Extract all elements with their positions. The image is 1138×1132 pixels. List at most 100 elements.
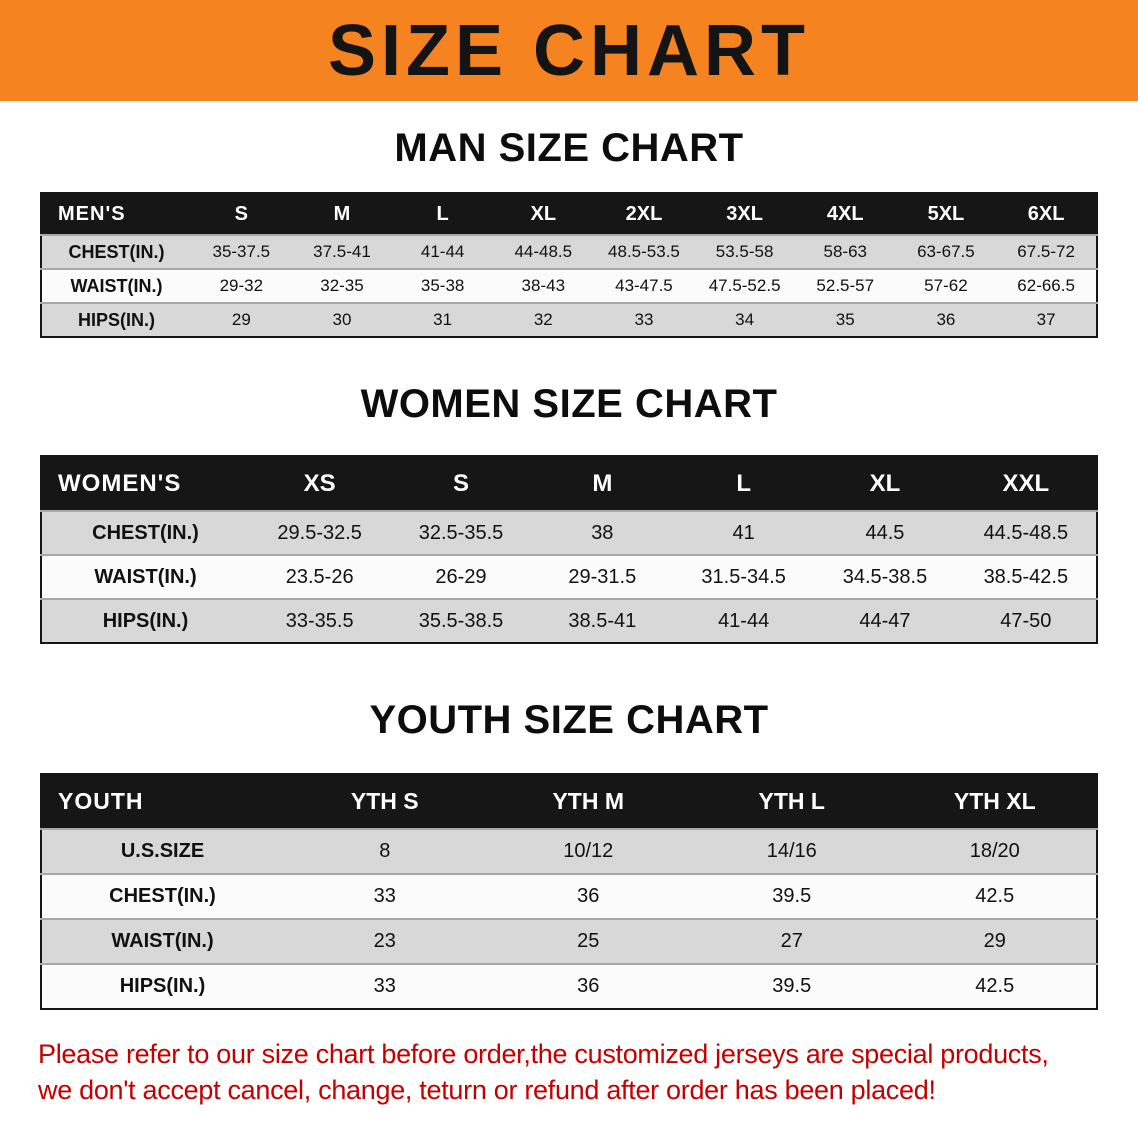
table-row: HIPS(IN.) 33 36 39.5 42.5 [41, 964, 1097, 1009]
size-column-header: YTH L [690, 774, 894, 829]
size-column-header: XS [249, 456, 391, 511]
row-label: WAIST(IN.) [70, 275, 163, 296]
disclaimer: Please refer to our size chart before or… [38, 1036, 1100, 1109]
table-cell: 29 [231, 310, 251, 329]
table-cell: 52.5-57 [816, 276, 875, 295]
disclaimer-line-2: we don't accept cancel, change, teturn o… [38, 1075, 936, 1106]
table-cell: 29 [983, 930, 1006, 952]
table-cell: 44.5-48.5 [983, 521, 1069, 544]
row-label: CHEST(IN.) [109, 885, 216, 907]
table-cell: 41-44 [718, 609, 770, 632]
table-cell: 47.5-52.5 [708, 276, 781, 295]
table-header-row: WOMEN'S XS S M L XL XXL [41, 456, 1097, 511]
size-column-header: XL [492, 193, 594, 235]
table-cell: 34 [735, 310, 755, 329]
size-column-header: L [392, 193, 493, 235]
table-header-label: MEN'S [41, 193, 191, 235]
table-cell: 44.5 [865, 521, 905, 544]
table-cell: 35-38 [420, 276, 465, 295]
size-column-header: 3XL [694, 193, 795, 235]
men-size-section: MAN SIZE CHART MEN'S S M L XL 2XL 3XL 4XL 5XL 6XL… [0, 126, 1138, 338]
table-cell: 14/16 [766, 840, 817, 862]
table-cell: 23.5-26 [285, 565, 354, 588]
size-column-header: YTH M [486, 774, 690, 829]
table-cell: 53.5-58 [715, 242, 774, 261]
row-label: U.S.SIZE [120, 840, 205, 862]
table-row: WAIST(IN.) 29-32 32-35 35-38 38-43 43-47.5 47.… [41, 269, 1097, 303]
page-title: SIZE CHART [328, 10, 810, 91]
table-cell: 32 [533, 310, 553, 329]
table-cell: 29-31.5 [568, 565, 637, 588]
table-row: U.S.SIZE 8 10/12 14/16 18/20 [41, 829, 1097, 874]
table-cell: 35 [835, 310, 855, 329]
women-size-section: WOMEN SIZE CHART WOMEN'S XS S M L XL XXL CHEST(… [0, 382, 1138, 644]
table-cell: 33 [373, 975, 396, 997]
table-cell: 33-35.5 [285, 609, 354, 632]
table-row: WAIST(IN.) 23.5-26 26-29 29-31.5 31.5-34.5 34… [41, 555, 1097, 599]
size-column-header: L [672, 456, 815, 511]
table-cell: 47-50 [1000, 609, 1052, 632]
table-cell: 62-66.5 [1017, 276, 1075, 295]
size-column-header: YTH XL [893, 774, 1097, 829]
table-cell: 41-44 [420, 242, 465, 261]
table-header-label: YOUTH [41, 774, 283, 829]
table-cell: 26-29 [435, 565, 487, 588]
table-cell: 41 [732, 521, 755, 544]
youth-section-heading: YOUTH SIZE CHART [369, 698, 769, 742]
table-cell: 58-63 [823, 242, 867, 261]
table-cell: 29-32 [219, 276, 264, 295]
table-cell: 43-47.5 [615, 276, 673, 295]
table-cell: 37 [1036, 310, 1056, 329]
table-cell: 44-47 [859, 609, 911, 632]
table-cell: 35-37.5 [212, 242, 271, 261]
table-cell: 32-35 [320, 276, 364, 295]
size-column-header: M [531, 456, 673, 511]
table-cell: 29.5-32.5 [277, 521, 362, 544]
table-cell: 39.5 [772, 885, 812, 907]
table-row: CHEST(IN.) 33 36 39.5 42.5 [41, 874, 1097, 919]
size-column-header: M [291, 193, 393, 235]
table-cell: 48.5-53.5 [608, 242, 680, 261]
table-cell: 38.5-42.5 [983, 565, 1069, 588]
table-cell: 57-62 [924, 276, 968, 295]
men-size-table: MEN'S S M L XL 2XL 3XL 4XL 5XL 6XL CHEST(IN.) 35-37… [40, 192, 1098, 338]
table-cell: 36 [936, 310, 956, 329]
table-cell: 31.5-34.5 [701, 565, 786, 588]
size-column-header: YTH S [283, 774, 487, 829]
size-column-header: XXL [955, 456, 1097, 511]
table-header-label: WOMEN'S [41, 456, 249, 511]
size-column-header: 5XL [895, 193, 997, 235]
table-cell: 25 [577, 930, 600, 952]
table-cell: 42.5 [975, 885, 1015, 907]
table-cell: 34.5-38.5 [842, 565, 928, 588]
row-label: HIPS(IN.) [119, 975, 206, 997]
women-section-heading: WOMEN SIZE CHART [360, 382, 778, 426]
women-size-table: WOMEN'S XS S M L XL XXL CHEST(IN.) 29.5-32.5 32.5… [40, 455, 1098, 644]
size-column-header: S [191, 193, 292, 235]
table-cell: 38-43 [521, 276, 566, 295]
table-cell: 35.5-38.5 [418, 609, 504, 632]
table-row: CHEST(IN.) 35-37.5 37.5-41 41-44 44-48.5 48.5… [41, 235, 1097, 269]
table-cell: 10/12 [563, 840, 614, 862]
table-cell: 38 [591, 521, 614, 544]
size-column-header: XL [814, 456, 956, 511]
table-cell: 36 [577, 885, 600, 907]
table-row: HIPS(IN.) 33-35.5 35.5-38.5 38.5-41 41-44 44-… [41, 599, 1097, 643]
table-cell: 31 [433, 310, 453, 329]
table-cell: 18/20 [969, 840, 1020, 862]
disclaimer-line-1: Please refer to our size chart before or… [38, 1039, 1049, 1069]
table-cell: 32.5-35.5 [418, 521, 504, 544]
size-column-header: 4XL [794, 193, 896, 235]
table-cell: 44-48.5 [514, 242, 573, 261]
size-column-header: 6XL [996, 193, 1097, 235]
row-label: HIPS(IN.) [102, 609, 189, 632]
row-label: CHEST(IN.) [68, 241, 165, 262]
table-cell: 42.5 [975, 975, 1015, 997]
table-cell: 8 [379, 840, 391, 862]
table-cell: 67.5-72 [1017, 242, 1075, 261]
men-section-heading: MAN SIZE CHART [394, 126, 744, 170]
table-cell: 63-67.5 [917, 242, 975, 261]
table-cell: 33 [634, 310, 654, 329]
size-column-header: 2XL [593, 193, 695, 235]
row-label: WAIST(IN.) [94, 565, 197, 588]
